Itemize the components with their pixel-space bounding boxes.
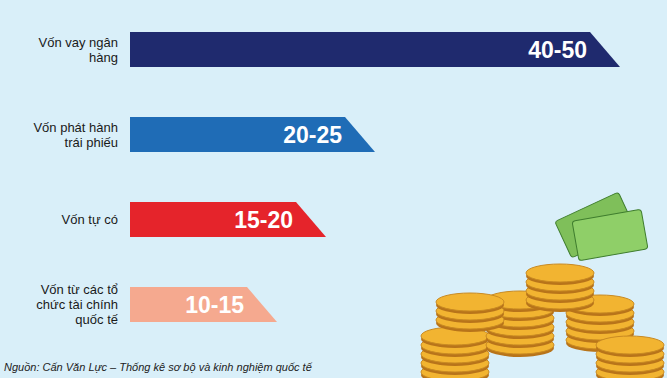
category-label-line: quốc tế xyxy=(75,312,118,327)
category-label-line: Vốn phát hành xyxy=(33,120,118,135)
bar xyxy=(130,117,375,152)
coin xyxy=(596,336,664,354)
bars xyxy=(130,32,620,322)
category-label: Vốn phát hànhtrái phiếu xyxy=(33,120,118,150)
category-label-line: Vốn tự có xyxy=(62,212,118,227)
data-label: 15-20 xyxy=(234,207,293,233)
data-label: 40-50 xyxy=(528,37,587,63)
category-label: Vốn vay ngânhàng xyxy=(38,35,118,65)
coins-illustration xyxy=(421,192,664,378)
category-label-line: Vốn từ các tổ xyxy=(41,282,118,297)
category-label-line: Vốn vay ngân xyxy=(38,35,118,50)
data-label: 20-25 xyxy=(283,122,342,148)
source: Nguồn: Cấn Văn Lực – Thống kê sơ bộ và k… xyxy=(4,361,313,373)
chart: 40-50 Vốn vay ngânhàng 20-25 Vốn phát hànht… xyxy=(0,0,667,378)
coin xyxy=(526,264,594,282)
category-label-line: trái phiếu xyxy=(65,135,118,150)
labels: 40-50 Vốn vay ngânhàng 20-25 Vốn phát hànht… xyxy=(33,35,587,328)
coin xyxy=(436,293,504,311)
data-label: 10-15 xyxy=(185,292,244,318)
background xyxy=(0,0,667,378)
bar xyxy=(130,287,277,322)
bar xyxy=(130,202,326,237)
category-label: Vốn từ các tổchức tài chínhquốc tế xyxy=(36,282,118,327)
category-label-line: hàng xyxy=(89,50,118,65)
banknote xyxy=(572,209,648,261)
category-label: Vốn tự có xyxy=(62,212,118,227)
category-label-line: chức tài chính xyxy=(36,297,118,312)
bar xyxy=(130,32,620,67)
